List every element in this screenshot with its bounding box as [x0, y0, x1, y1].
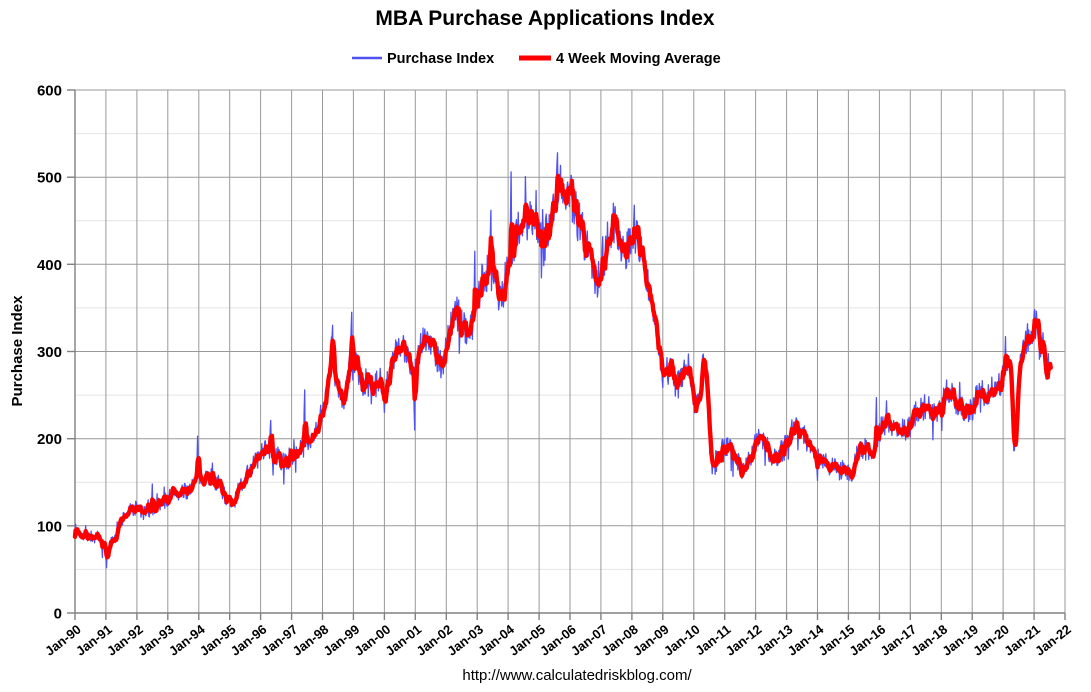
y-axis-tick-labels: 0 100 200 300 400 500 600 — [37, 83, 62, 623]
y-tick-label: 100 — [37, 518, 62, 535]
y-axis-title: Purchase Index — [9, 295, 26, 407]
x-axis-tick-labels: Jan-90Jan-91Jan-92Jan-93Jan-94Jan-95Jan-… — [42, 621, 1074, 659]
gridlines-major — [75, 89, 1065, 527]
series-4-week-moving-average — [72, 173, 1053, 560]
y-tick-label: 400 — [37, 257, 62, 274]
y-tick-label: 0 — [54, 606, 62, 623]
y-tick-label: 300 — [37, 344, 62, 361]
y-tick-label: 600 — [37, 83, 62, 100]
series-purchase-index — [74, 152, 1052, 569]
chart-title: MBA Purchase Applications Index — [375, 7, 714, 30]
legend-label-moving-average: 4 Week Moving Average — [556, 51, 721, 67]
source-url: http://www.calculatedriskblog.com/ — [462, 667, 692, 684]
y-tick-label: 200 — [37, 431, 62, 448]
x-tick-label: Jan-22 — [1032, 622, 1074, 659]
y-tick-label: 500 — [37, 170, 62, 187]
legend: Purchase Index 4 Week Moving Average — [352, 51, 721, 67]
legend-label-purchase-index: Purchase Index — [387, 51, 494, 67]
axes — [67, 89, 1066, 620]
